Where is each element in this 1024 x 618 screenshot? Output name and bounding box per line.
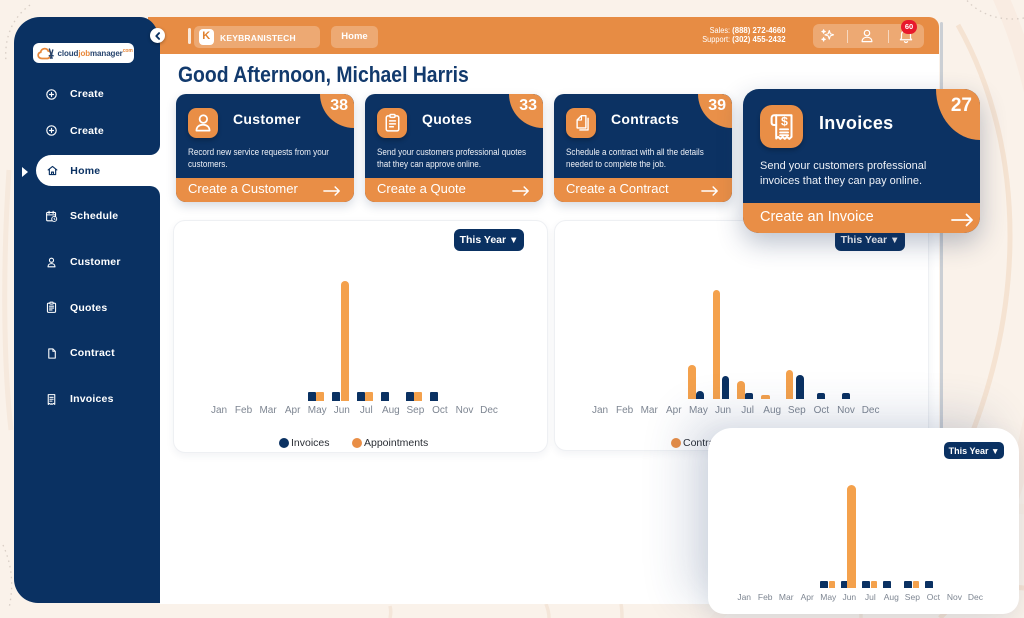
svg-text:$: $ [781, 115, 788, 129]
